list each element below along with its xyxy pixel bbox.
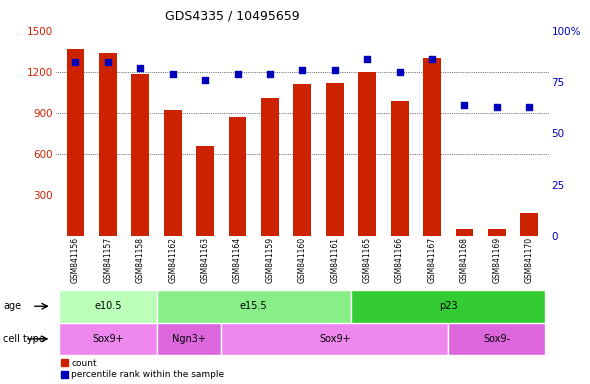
Point bbox=[427, 56, 437, 63]
Text: GSM841166: GSM841166 bbox=[395, 237, 404, 283]
Bar bbox=[99, 53, 117, 236]
Point bbox=[297, 67, 307, 73]
Point bbox=[460, 102, 469, 108]
Bar bbox=[59, 323, 156, 355]
Bar bbox=[156, 290, 351, 323]
Point bbox=[201, 77, 210, 83]
Bar bbox=[261, 98, 279, 236]
Bar bbox=[293, 84, 312, 236]
Point bbox=[362, 56, 372, 63]
Point bbox=[395, 69, 404, 75]
Text: Sox9+: Sox9+ bbox=[92, 334, 124, 344]
Point bbox=[71, 58, 80, 65]
Text: cell type: cell type bbox=[3, 334, 45, 344]
Text: GSM841163: GSM841163 bbox=[201, 237, 209, 283]
Bar bbox=[156, 323, 221, 355]
Text: GSM841158: GSM841158 bbox=[136, 237, 145, 283]
Point bbox=[103, 58, 113, 65]
Point bbox=[266, 71, 275, 77]
Bar bbox=[132, 74, 149, 236]
Text: GSM841165: GSM841165 bbox=[363, 237, 372, 283]
Bar bbox=[455, 228, 473, 236]
Bar bbox=[358, 72, 376, 236]
Text: GSM841159: GSM841159 bbox=[266, 237, 274, 283]
Text: GSM841164: GSM841164 bbox=[233, 237, 242, 283]
Legend: count, percentile rank within the sample: count, percentile rank within the sample bbox=[61, 359, 225, 379]
Text: age: age bbox=[3, 301, 21, 311]
Text: p23: p23 bbox=[439, 301, 457, 311]
Text: GSM841169: GSM841169 bbox=[492, 237, 502, 283]
Text: Sox9-: Sox9- bbox=[483, 334, 510, 344]
Bar bbox=[196, 146, 214, 236]
Bar bbox=[229, 117, 247, 236]
Bar bbox=[59, 290, 156, 323]
Bar bbox=[448, 323, 546, 355]
Bar bbox=[520, 213, 538, 236]
Point bbox=[525, 104, 534, 110]
Point bbox=[233, 71, 242, 77]
Point bbox=[136, 65, 145, 71]
Text: Ngn3+: Ngn3+ bbox=[172, 334, 206, 344]
Text: GSM841170: GSM841170 bbox=[525, 237, 534, 283]
Bar bbox=[488, 228, 506, 236]
Bar bbox=[221, 323, 448, 355]
Text: GSM841156: GSM841156 bbox=[71, 237, 80, 283]
Text: e15.5: e15.5 bbox=[240, 301, 268, 311]
Text: e10.5: e10.5 bbox=[94, 301, 122, 311]
Bar bbox=[67, 48, 84, 236]
Point bbox=[330, 67, 339, 73]
Text: GSM841167: GSM841167 bbox=[428, 237, 437, 283]
Text: GSM841161: GSM841161 bbox=[330, 237, 339, 283]
Bar bbox=[423, 58, 441, 236]
Point bbox=[492, 104, 502, 110]
Text: GSM841157: GSM841157 bbox=[103, 237, 113, 283]
Text: Sox9+: Sox9+ bbox=[319, 334, 350, 344]
Text: GSM841168: GSM841168 bbox=[460, 237, 469, 283]
Bar bbox=[391, 101, 408, 236]
Bar bbox=[164, 110, 182, 236]
Text: GSM841160: GSM841160 bbox=[298, 237, 307, 283]
Text: GDS4335 / 10495659: GDS4335 / 10495659 bbox=[165, 10, 300, 23]
Bar bbox=[326, 83, 344, 236]
Text: GSM841162: GSM841162 bbox=[168, 237, 177, 283]
Point bbox=[168, 71, 178, 77]
Bar bbox=[351, 290, 546, 323]
